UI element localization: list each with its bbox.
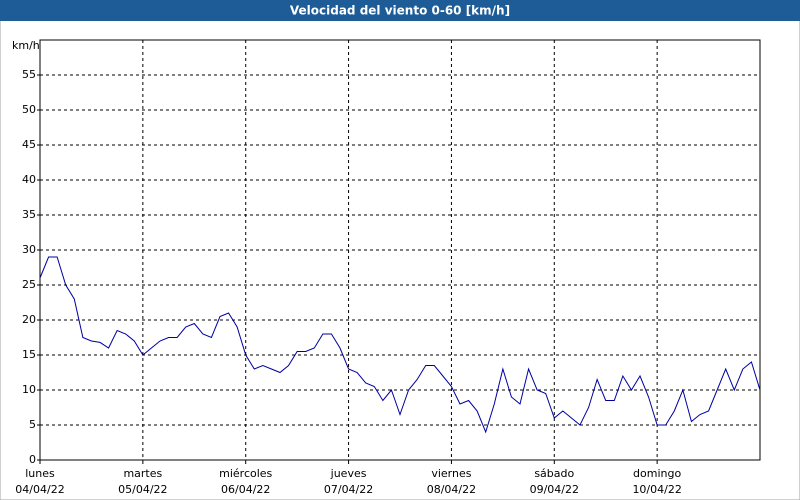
x-tick-date: 05/04/22	[118, 483, 167, 496]
chart-title: Velocidad del viento 0-60 [km/h]	[290, 4, 510, 18]
data-line	[39, 256, 761, 434]
y-tick-label: 15	[22, 348, 36, 361]
y-tick-label: 0	[29, 453, 36, 466]
x-tick-label: miércoles	[219, 467, 272, 480]
y-tick-label: 5	[29, 418, 36, 431]
x-tick-label: viernes	[431, 467, 471, 480]
x-tick-label: domingo	[633, 467, 681, 480]
y-tick-label: 55	[22, 68, 36, 81]
x-tick-date: 10/04/22	[632, 483, 681, 496]
x-tick-date: 08/04/22	[427, 483, 476, 496]
title-bar	[0, 0, 800, 21]
y-tick-label: 50	[22, 103, 36, 116]
y-tick-label: 25	[22, 278, 36, 291]
x-tick-label: jueves	[330, 467, 367, 480]
y-unit: km/h	[12, 39, 40, 52]
y-tick-label: 10	[22, 383, 36, 396]
y-tick-label: 35	[22, 208, 36, 221]
x-tick-label: martes	[123, 467, 162, 480]
x-tick-label: sábado	[534, 467, 574, 480]
x-tick-date: 06/04/22	[221, 483, 270, 496]
x-tick-date: 04/04/22	[15, 483, 64, 496]
y-tick-label: 30	[22, 243, 36, 256]
x-tick-label: lunes	[25, 467, 55, 480]
y-tick-label: 45	[22, 138, 36, 151]
y-tick-label: 40	[22, 173, 36, 186]
x-tick-date: 09/04/22	[530, 483, 579, 496]
y-tick-label: 20	[22, 313, 36, 326]
x-tick-date: 07/04/22	[324, 483, 373, 496]
